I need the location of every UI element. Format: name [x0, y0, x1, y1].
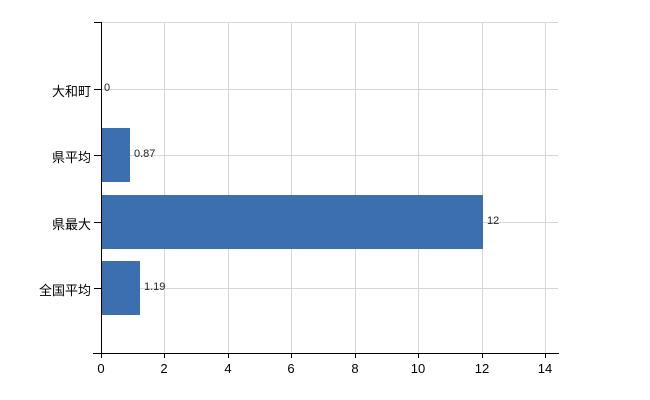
x-axis-tick — [418, 353, 419, 358]
y-axis-top-tick — [94, 22, 101, 23]
x-axis-tick — [545, 353, 546, 358]
x-axis-tick — [291, 353, 292, 358]
bar — [102, 261, 140, 315]
bar — [102, 195, 483, 249]
category-label: 県最大 — [51, 217, 91, 232]
x-axis-tick — [355, 353, 356, 358]
y-category-tick — [94, 155, 101, 156]
grid-line-horizontal — [101, 89, 558, 90]
bar — [102, 128, 130, 182]
bar-value-label: 1.19 — [144, 281, 166, 293]
x-tick-label: 6 — [287, 361, 295, 376]
x-tick-label: 8 — [351, 361, 359, 376]
x-tick-label: 0 — [97, 361, 105, 376]
x-tick-label: 4 — [224, 361, 232, 376]
grid-line-vertical — [418, 22, 420, 353]
bar-value-label: 0 — [104, 82, 111, 94]
grid-line-vertical — [164, 22, 166, 353]
category-label: 全国平均 — [38, 283, 91, 298]
grid-line-vertical — [291, 22, 293, 353]
x-axis-tick — [164, 353, 165, 358]
x-axis-line — [93, 353, 559, 354]
category-label: 大和町 — [51, 84, 91, 99]
x-axis-tick — [228, 353, 229, 358]
x-axis-tick — [482, 353, 483, 358]
x-tick-label: 10 — [410, 361, 426, 376]
category-label: 県平均 — [51, 150, 91, 165]
x-tick-label: 2 — [160, 361, 168, 376]
y-axis-line — [101, 22, 102, 358]
grid-line-vertical — [545, 22, 546, 353]
grid-line-horizontal — [101, 288, 558, 289]
bar-value-label: 12 — [487, 215, 500, 227]
x-tick-label: 14 — [537, 361, 553, 376]
plot-top-border — [101, 22, 558, 23]
grid-line-horizontal — [101, 155, 558, 156]
y-category-tick — [94, 288, 101, 289]
grid-line-vertical — [227, 22, 229, 353]
grid-line-vertical — [354, 22, 356, 353]
y-category-tick — [94, 222, 101, 223]
y-category-tick — [94, 89, 101, 90]
grid-line-vertical — [481, 22, 483, 353]
x-tick-label: 12 — [474, 361, 490, 376]
bar-value-label: 0.87 — [134, 148, 156, 160]
